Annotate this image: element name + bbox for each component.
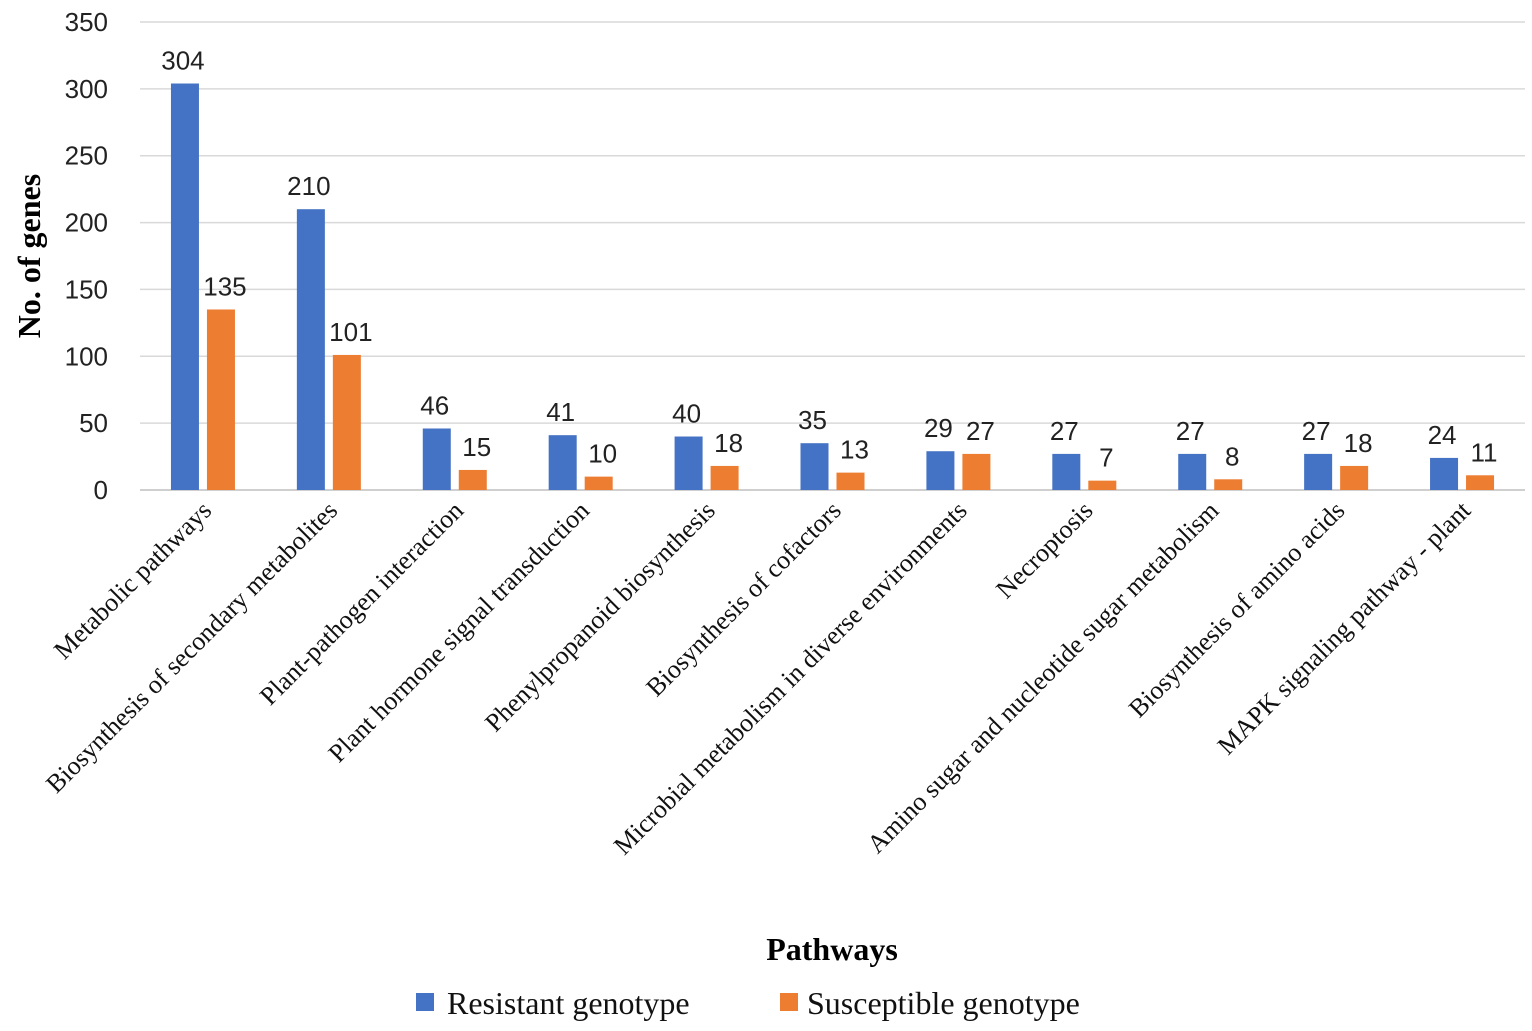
bar-resistant xyxy=(170,83,199,490)
x-category-label: Plant hormone signal transduction xyxy=(323,496,595,768)
data-label-susceptible: 101 xyxy=(329,317,372,347)
data-labels: 304 135 210 101 46 15 41 10 40 18 35 13 29 27 27 7 27 8 27… xyxy=(161,46,1497,473)
legend: Resistant genotype Susceptible genotype xyxy=(416,985,1080,1021)
data-label-susceptible: 135 xyxy=(203,271,246,301)
data-label-susceptible: 15 xyxy=(462,432,491,462)
bar-susceptible xyxy=(332,354,361,490)
y-tick-label: 150 xyxy=(65,274,108,304)
bar-susceptible xyxy=(962,453,991,490)
data-label-resistant: 24 xyxy=(1428,420,1457,450)
data-label-resistant: 29 xyxy=(924,413,953,443)
data-label-resistant: 46 xyxy=(420,390,449,420)
y-tick-label: 200 xyxy=(65,208,108,238)
data-label-resistant: 27 xyxy=(1176,416,1205,446)
data-label-resistant: 27 xyxy=(1302,416,1331,446)
y-tick-label: 250 xyxy=(65,141,108,171)
bar-susceptible xyxy=(1088,480,1117,490)
data-label-susceptible: 8 xyxy=(1225,441,1239,471)
bar-susceptible xyxy=(1340,465,1369,490)
data-label-resistant: 35 xyxy=(798,405,827,435)
bar-resistant xyxy=(1178,453,1207,490)
legend-label-resistant: Resistant genotype xyxy=(447,985,690,1021)
y-axis-title: No. of genes xyxy=(11,174,47,338)
y-tick-label: 350 xyxy=(65,7,108,37)
bars xyxy=(170,83,1495,490)
data-label-resistant: 27 xyxy=(1050,416,1079,446)
bar-susceptible xyxy=(1214,479,1243,490)
data-label-susceptible: 11 xyxy=(1471,437,1498,467)
data-label-susceptible: 7 xyxy=(1099,443,1113,473)
bar-resistant xyxy=(548,435,577,490)
data-label-susceptible: 13 xyxy=(840,435,869,465)
bar-susceptible xyxy=(1466,475,1495,490)
bar-resistant xyxy=(1052,453,1081,490)
x-category-label: Phenylpropanoid biosynthesis xyxy=(479,496,721,738)
x-category-label: MAPK signaling pathway - plant xyxy=(1212,495,1477,760)
y-tick-label: 100 xyxy=(65,341,108,371)
y-axis-ticks: 0 50 100 150 200 250 300 350 xyxy=(65,7,108,505)
x-category-label: Plant-pathogen interaction xyxy=(254,496,469,711)
bar-resistant xyxy=(674,436,703,490)
bar-susceptible xyxy=(206,309,235,490)
bar-susceptible xyxy=(584,476,613,490)
data-label-resistant: 210 xyxy=(287,171,330,201)
data-label-resistant: 41 xyxy=(546,397,575,427)
bar-resistant xyxy=(926,451,955,490)
data-label-resistant: 40 xyxy=(672,399,701,429)
gridlines xyxy=(140,21,1525,491)
bar-resistant xyxy=(296,209,325,490)
bar-resistant xyxy=(800,443,829,490)
data-label-susceptible: 18 xyxy=(714,428,743,458)
data-label-susceptible: 27 xyxy=(966,416,995,446)
bar-resistant xyxy=(422,428,451,490)
x-category-label: Necroptosis xyxy=(990,496,1098,604)
bar-susceptible xyxy=(836,472,865,490)
data-label-resistant: 304 xyxy=(161,46,204,76)
data-label-susceptible: 18 xyxy=(1344,428,1373,458)
x-axis-title: Pathways xyxy=(766,931,898,967)
bar-susceptible xyxy=(710,465,739,490)
legend-label-susceptible: Susceptible genotype xyxy=(807,985,1080,1021)
x-category-label: Biosynthesis of amino acids xyxy=(1123,496,1350,723)
y-tick-label: 50 xyxy=(79,408,108,438)
bar-susceptible xyxy=(458,469,487,490)
y-tick-label: 0 xyxy=(94,475,108,505)
legend-swatch-resistant xyxy=(416,993,434,1011)
bar-resistant xyxy=(1304,453,1333,490)
y-tick-label: 300 xyxy=(65,74,108,104)
legend-swatch-susceptible xyxy=(780,993,798,1011)
bar-resistant xyxy=(1430,457,1459,490)
data-label-susceptible: 10 xyxy=(588,439,617,469)
